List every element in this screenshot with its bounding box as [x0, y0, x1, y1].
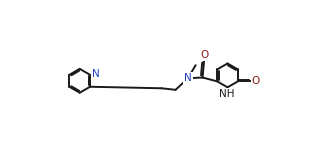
- Text: N: N: [184, 73, 192, 83]
- Text: O: O: [200, 50, 208, 60]
- Text: O: O: [252, 76, 260, 86]
- Text: NH: NH: [219, 89, 234, 99]
- Text: N: N: [92, 69, 100, 79]
